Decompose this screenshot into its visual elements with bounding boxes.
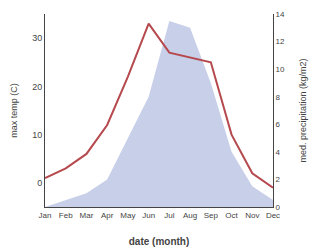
svg-text:Sep: Sep [204,211,219,220]
svg-text:Apr: Apr [101,211,114,220]
svg-text:Feb: Feb [59,211,73,220]
svg-text:Oct: Oct [225,211,238,220]
svg-text:10: 10 [32,130,42,140]
svg-text:14: 14 [276,10,285,19]
svg-text:0: 0 [276,203,281,212]
svg-text:date (month): date (month) [129,236,190,247]
svg-text:Nov: Nov [245,211,259,220]
svg-text:May: May [120,211,135,220]
svg-text:Dec: Dec [266,211,280,220]
svg-text:med. precipitation (kg/m2): med. precipitation (kg/m2) [298,58,308,162]
svg-text:6: 6 [276,120,281,129]
svg-text:20: 20 [32,82,42,92]
svg-text:30: 30 [32,33,42,43]
svg-text:2: 2 [276,175,281,184]
svg-text:Mar: Mar [80,211,94,220]
svg-text:10: 10 [276,65,285,74]
svg-text:0: 0 [37,178,42,188]
svg-text:Jul: Jul [164,211,174,220]
svg-text:Jun: Jun [142,211,155,220]
svg-text:4: 4 [276,148,281,157]
svg-text:12: 12 [276,37,285,46]
svg-text:max temp (C): max temp (C) [9,83,19,138]
svg-text:8: 8 [276,93,281,102]
svg-text:Aug: Aug [183,211,197,220]
svg-text:Jan: Jan [39,211,52,220]
